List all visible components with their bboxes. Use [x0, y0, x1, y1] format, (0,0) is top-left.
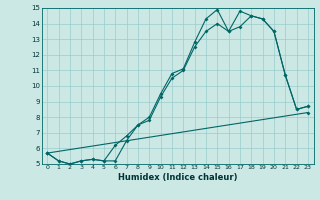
X-axis label: Humidex (Indice chaleur): Humidex (Indice chaleur) — [118, 173, 237, 182]
